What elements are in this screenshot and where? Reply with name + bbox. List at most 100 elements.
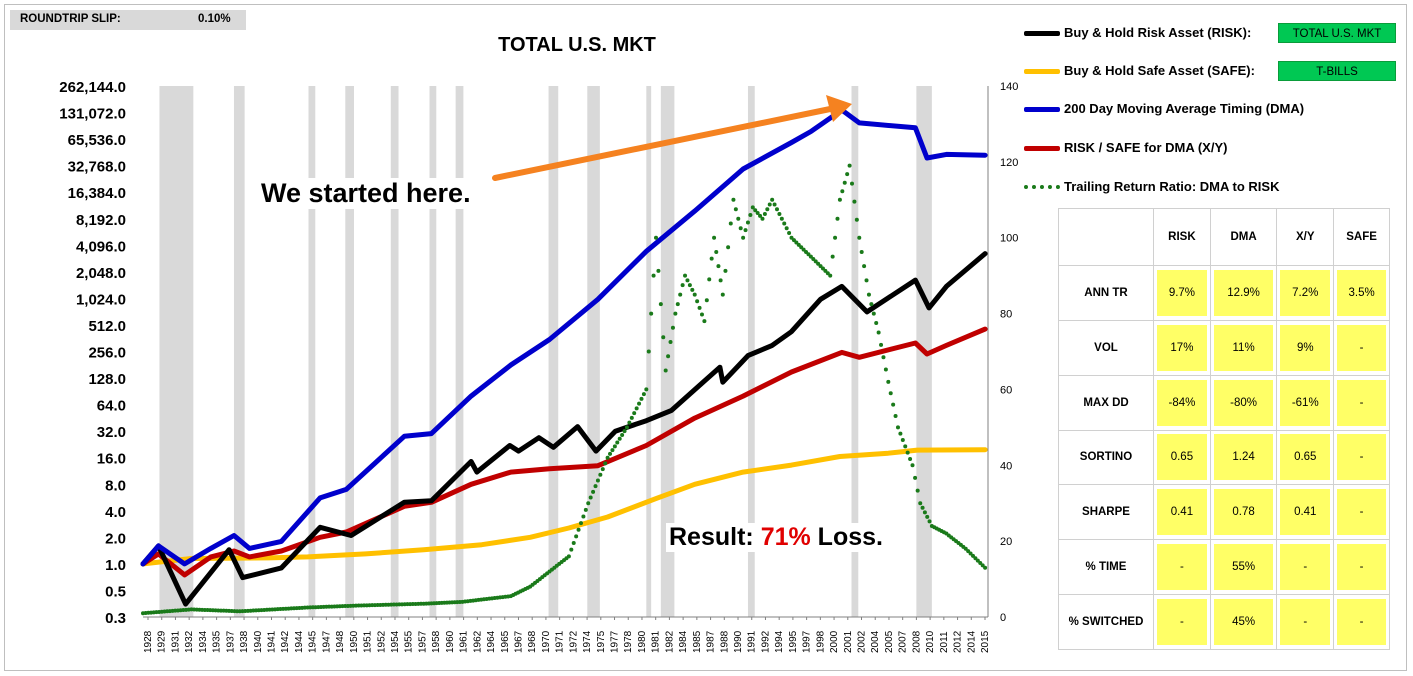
ratio-point <box>908 456 913 461</box>
stats-row-label: % SWITCHED <box>1058 594 1154 650</box>
x-tick-label: 1964 <box>486 630 497 653</box>
ratio-point <box>720 292 725 297</box>
stats-cell: 0.65 <box>1276 429 1335 486</box>
stats-cell: - <box>1153 539 1211 596</box>
ratio-point <box>903 444 908 449</box>
callout-result: Result: 71% Loss. <box>666 523 886 552</box>
stats-row-label: VOL <box>1058 319 1154 376</box>
x-tick-label: 1968 <box>527 630 538 653</box>
stats-value: - <box>1337 379 1386 426</box>
ratio-point <box>770 197 775 202</box>
x-tick-label: 1929 <box>157 630 168 653</box>
y-left-tick-label: 2.0 <box>105 530 126 547</box>
ratio-point <box>683 273 688 278</box>
ratio-point <box>898 431 903 436</box>
ratio-point <box>879 342 884 347</box>
stats-cell: 17% <box>1153 319 1211 376</box>
ratio-point <box>678 292 683 297</box>
stats-row-label: MAX DD <box>1058 374 1154 431</box>
legend-safe-label: Buy & Hold Safe Asset (SAFE): <box>1064 63 1255 78</box>
ratio-point <box>716 264 721 269</box>
recession-band <box>345 86 355 617</box>
x-tick-label: 2002 <box>857 630 868 653</box>
stats-row: VOL 17% 11% 9% - <box>1058 319 1390 376</box>
stats-row-label: SHARPE <box>1058 484 1154 541</box>
x-tick-label: 1970 <box>541 630 552 653</box>
ratio-point <box>656 268 661 273</box>
stats-value: - <box>1337 544 1386 591</box>
x-tick-label: 1974 <box>582 630 593 653</box>
x-tick-label: 2010 <box>925 630 936 653</box>
stats-row: % SWITCHED - 45% - - <box>1058 594 1390 650</box>
series-line-xy <box>140 326 988 578</box>
ratio-point <box>687 283 692 288</box>
chart-frame <box>4 4 1407 671</box>
ratio-point <box>658 302 663 307</box>
ratio-point <box>697 305 702 310</box>
ratio-point <box>612 444 617 449</box>
x-tick-label: 1947 <box>321 630 332 653</box>
arrow-head <box>826 95 852 122</box>
stats-value: 7.2% <box>1280 269 1331 316</box>
y-left-tick-label: 32.0 <box>97 424 126 441</box>
axes: 262,144.0 131,072.0 65,536.0 32,768.0 16,384… <box>59 79 1018 653</box>
stats-value: 0.41 <box>1280 489 1331 536</box>
ratio-point <box>712 235 717 240</box>
ratio-point <box>707 277 712 282</box>
stats-row: ANN TR 9.7% 12.9% 7.2% 3.5% <box>1058 265 1390 321</box>
x-tick-label: 1938 <box>239 630 250 653</box>
ratio-point <box>620 432 625 437</box>
x-tick-label: 1954 <box>390 630 401 653</box>
ratio-point <box>886 379 891 384</box>
ratio-point <box>569 547 574 552</box>
stats-header: SAFE <box>1333 208 1390 266</box>
ratio-point <box>695 299 700 304</box>
y-left-tick-label: 0.3 <box>105 610 126 627</box>
ratio-point <box>983 565 988 570</box>
ratio-point <box>859 249 864 254</box>
callout-result-suffix: Loss. <box>810 523 883 551</box>
stats-cell: - <box>1153 594 1211 650</box>
ratio-point <box>772 202 777 207</box>
stats-corner <box>1058 208 1154 266</box>
stats-cell: 1.24 <box>1209 429 1278 486</box>
ratio-point <box>893 413 898 418</box>
ratio-point <box>670 325 675 330</box>
stats-value: 45% <box>1213 599 1274 646</box>
stats-cell: 12.9% <box>1209 265 1278 321</box>
ratio-point <box>755 211 760 216</box>
ratio-point <box>723 268 728 273</box>
ratio-point <box>888 391 893 396</box>
ratio-point <box>617 436 622 441</box>
recession-band <box>429 86 437 617</box>
ratio-point <box>731 197 736 202</box>
stats-cell: - <box>1333 319 1390 376</box>
ratio-point <box>922 510 927 515</box>
ratio-point <box>869 302 874 307</box>
x-tick-label: 1944 <box>294 630 305 653</box>
ratio-point <box>586 501 591 506</box>
series-line-dma <box>140 107 988 567</box>
ratio-point <box>842 180 847 185</box>
ratio-point <box>753 208 758 213</box>
ratio-point <box>649 311 654 316</box>
ratio-point <box>852 199 857 204</box>
stats-value: 3.5% <box>1337 269 1386 316</box>
ratio-point <box>591 489 596 494</box>
ratio-point <box>608 451 613 456</box>
x-tick-label: 1952 <box>376 630 387 653</box>
ratio-point <box>784 226 789 231</box>
ratio-point <box>765 207 770 212</box>
x-tick-label: 1985 <box>692 630 703 653</box>
stats-value: - <box>1337 324 1386 371</box>
y-left-tick-label: 4,096.0 <box>76 238 126 255</box>
legend-xy-swatch <box>1024 146 1060 151</box>
y-left-tick-label: 512.0 <box>88 318 126 335</box>
ratio-point <box>895 425 900 430</box>
ratio-point <box>833 235 838 240</box>
stats-cell: - <box>1333 539 1390 596</box>
arrow-shaft <box>492 105 838 181</box>
x-tick-label: 1971 <box>555 630 566 653</box>
ratio-point <box>767 202 772 207</box>
